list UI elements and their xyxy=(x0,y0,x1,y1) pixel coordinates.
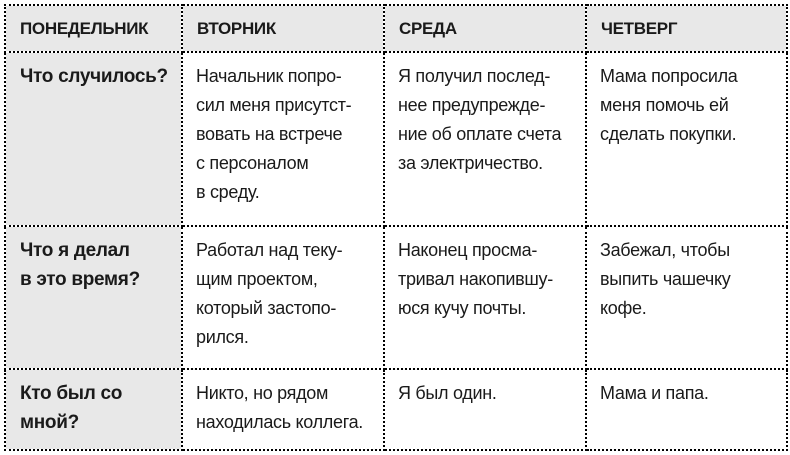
cell-wednesday-who-was-with-me: Я был один. xyxy=(383,368,587,451)
cell-tuesday-what-i-did: Работал над теку- щим проектом, который … xyxy=(181,225,385,370)
cell-wednesday-what-i-did: Наконец просма- тривал накопившу- юся ку… xyxy=(383,225,587,370)
cell-tuesday-what-happened: Начальник попро- сил меня присутст- вова… xyxy=(181,51,385,227)
cell-thursday-what-i-did: Забежал, чтобы выпить чашечку кофе. xyxy=(585,225,788,370)
row-label-who-was-with-me: Кто был со мной? xyxy=(4,368,183,451)
cell-thursday-what-happened: Мама попросила меня помочь ей сделать по… xyxy=(585,51,788,227)
cell-thursday-who-was-with-me: Мама и папа. xyxy=(585,368,788,451)
row-label-what-i-did: Что я делал в это время? xyxy=(4,225,183,370)
table-row-what-i-did: Что я делал в это время? Работал над тек… xyxy=(4,225,788,370)
column-header-monday: ПОНЕДЕЛЬНИК xyxy=(4,4,183,53)
header-row: ПОНЕДЕЛЬНИК ВТОРНИК СРЕДА ЧЕТВЕРГ xyxy=(4,4,788,53)
row-label-what-happened: Что случилось? xyxy=(4,51,183,227)
cell-wednesday-what-happened: Я получил послед- нее предупрежде- ние о… xyxy=(383,51,587,227)
table-row-what-happened: Что случилось? Начальник попро- сил меня… xyxy=(4,51,788,227)
diary-table: ПОНЕДЕЛЬНИК ВТОРНИК СРЕДА ЧЕТВЕРГ Что сл… xyxy=(4,4,788,451)
cell-tuesday-who-was-with-me: Никто, но рядом находилась коллега. xyxy=(181,368,385,451)
table-row-who-was-with-me: Кто был со мной? Никто, но рядом находил… xyxy=(4,368,788,451)
column-header-wednesday: СРЕДА xyxy=(383,4,587,53)
column-header-thursday: ЧЕТВЕРГ xyxy=(585,4,788,53)
column-header-tuesday: ВТОРНИК xyxy=(181,4,385,53)
